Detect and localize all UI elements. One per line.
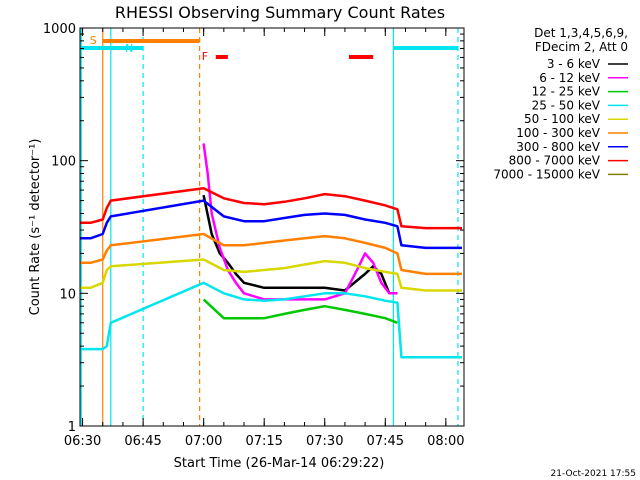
legend: Det 1,3,4,5,6,9,FDecim 2, Att 0 3 - 6 keV… [493, 26, 628, 181]
series-line [80, 199, 462, 250]
timestamp: 21-Oct-2021 17:55 [551, 469, 636, 479]
status-bar-label: F [202, 50, 208, 63]
legend-label: 25 - 50 keV [532, 98, 601, 112]
legend-label: 50 - 100 keV [524, 112, 601, 126]
chart-title: RHESSI Observing Summary Count Rates [115, 3, 445, 22]
legend-header: Det 1,3,4,5,6,9, [534, 26, 628, 40]
y-tick-label: 1000 [43, 22, 76, 37]
x-tick-label: 07:00 [185, 434, 222, 449]
y-axis-label: Count Rate (s⁻¹ detector⁻¹) [28, 139, 43, 316]
series-line [80, 186, 462, 230]
status-bar-label: N [125, 42, 133, 55]
legend-header: FDecim 2, Att 0 [535, 40, 628, 54]
series-line [202, 143, 398, 301]
legend-label: 12 - 25 keV [532, 85, 601, 99]
y-tick-label: 100 [51, 155, 76, 170]
series-line [80, 258, 462, 292]
x-axis: 06:30 06:45 07:00 07:15 07:30 07:45 08:00 [64, 28, 465, 449]
x-tick-label: 06:45 [124, 434, 161, 449]
series-line [80, 232, 462, 276]
x-tick-label: 07:30 [306, 434, 343, 449]
legend-label: 300 - 800 keV [516, 140, 600, 154]
status-bar-label: S [90, 34, 97, 47]
legend-label: 6 - 12 keV [539, 71, 601, 85]
series-line [202, 298, 398, 324]
plot-frame [79, 27, 465, 427]
mode-transition-lines [80, 28, 459, 426]
status-bars: S N F [80, 34, 458, 63]
legend-label: 100 - 300 keV [516, 126, 600, 140]
legend-label: 7000 - 15000 keV [493, 167, 600, 181]
x-tick-label: 07:15 [245, 434, 282, 449]
x-tick-label: 08:00 [427, 434, 464, 449]
x-axis-label: Start Time (26-Mar-14 06:29:22) [174, 456, 385, 471]
x-tick-label: 06:30 [64, 434, 101, 449]
legend-label: 800 - 7000 keV [509, 154, 601, 168]
y-tick-label: 1 [68, 420, 76, 435]
series-line [80, 281, 462, 359]
x-tick-label: 07:45 [367, 434, 404, 449]
series-lines [80, 143, 462, 359]
legend-label: 3 - 6 keV [547, 57, 601, 71]
y-axis: 1 10 100 1000 [43, 22, 464, 435]
y-tick-label: 10 [59, 287, 76, 302]
